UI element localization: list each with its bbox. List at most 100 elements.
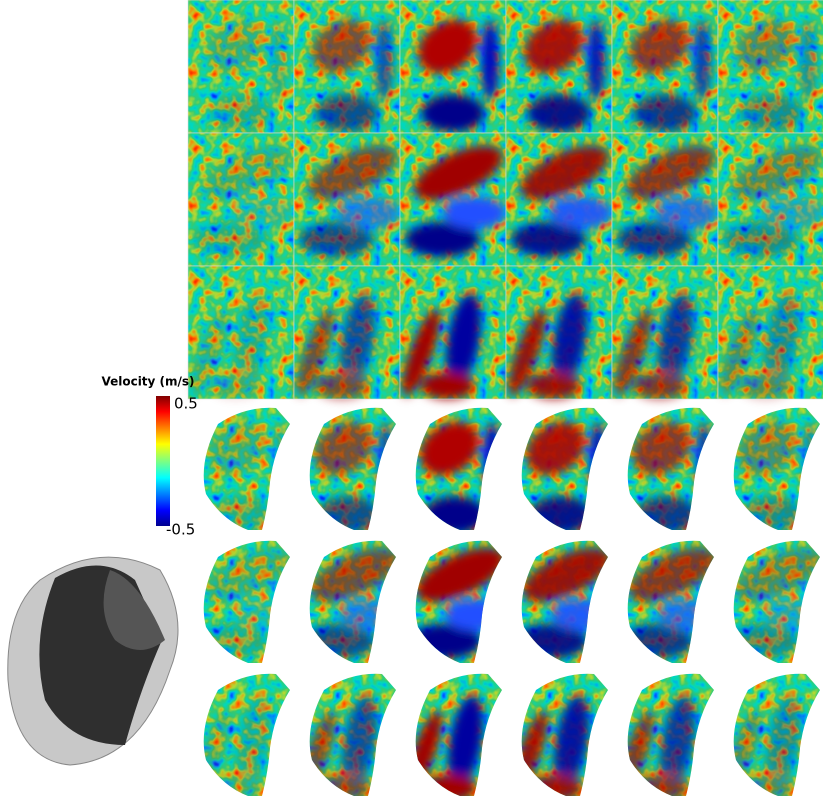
velocity-map xyxy=(611,0,719,134)
flow-blob xyxy=(203,710,230,796)
flow-blob xyxy=(230,196,294,229)
velocity-map xyxy=(733,540,820,663)
flow-blob xyxy=(527,372,581,399)
flow-blob xyxy=(548,196,612,229)
flow-blob xyxy=(193,222,268,257)
flow-blobs xyxy=(296,293,376,399)
velocity-map xyxy=(611,132,719,267)
velocity-map xyxy=(717,132,823,267)
flow-blob xyxy=(444,598,502,631)
flow-blob xyxy=(765,695,802,788)
flow-blob xyxy=(317,774,371,796)
flow-blob xyxy=(339,293,376,386)
flow-blob xyxy=(271,421,289,502)
flow-blob xyxy=(527,94,591,132)
flow-blob xyxy=(402,308,440,397)
flow-blob xyxy=(693,19,711,100)
flow-blobs xyxy=(508,293,588,399)
flow-blob xyxy=(617,222,692,257)
flow-blob xyxy=(760,196,823,229)
flow-blobs xyxy=(720,293,800,399)
flow-blob xyxy=(308,145,397,200)
flow-blob xyxy=(483,421,501,502)
colorbar-max: 0.5 xyxy=(174,395,198,413)
flow-blob xyxy=(447,695,484,788)
flow-blob xyxy=(654,196,718,229)
flow-blob xyxy=(508,308,546,397)
flow-blob xyxy=(627,710,654,796)
velocity-map xyxy=(521,673,608,796)
flow-blob xyxy=(587,19,605,100)
velocity-map xyxy=(293,265,401,400)
flow-blobs xyxy=(736,19,817,132)
flow-blob xyxy=(739,372,793,399)
velocity-map xyxy=(521,407,608,530)
flow-blob xyxy=(633,94,697,132)
flow-blob xyxy=(315,372,369,399)
velocity-map xyxy=(293,132,401,267)
flow-blob xyxy=(529,774,583,796)
colorbar: Velocity (m/s) 0.5 -0.5 xyxy=(101,375,197,539)
flow-blob xyxy=(405,222,480,257)
flow-blob xyxy=(269,19,287,100)
flow-blob xyxy=(375,19,393,100)
velocity-map xyxy=(415,407,502,530)
flow-blobs xyxy=(193,145,294,257)
flow-blob xyxy=(529,496,593,530)
flow-blob xyxy=(720,308,758,397)
flow-blob xyxy=(415,710,442,796)
velocity-map xyxy=(203,673,290,796)
flow-blob xyxy=(314,421,374,476)
colorbar-title: Velocity (m/s) xyxy=(101,375,194,389)
flow-blob xyxy=(723,222,798,257)
velocity-map xyxy=(203,540,290,663)
velocity-map xyxy=(203,407,290,530)
flow-blob xyxy=(233,293,270,386)
flow-blob xyxy=(423,496,487,530)
flow-blob xyxy=(733,710,760,796)
flow-blob xyxy=(481,19,499,100)
flow-blob xyxy=(309,710,336,796)
flow-blob xyxy=(628,547,714,602)
flow-blob xyxy=(741,774,795,796)
segmented-grid xyxy=(203,407,820,796)
velocity-map xyxy=(627,673,714,796)
flow-blobs xyxy=(733,547,820,659)
flow-blob xyxy=(211,774,265,796)
flow-blob xyxy=(209,94,273,132)
flow-blob xyxy=(421,372,475,399)
velocity-map xyxy=(187,265,295,400)
flow-blob xyxy=(734,547,820,602)
flow-blob xyxy=(799,19,817,100)
heart-model xyxy=(7,556,179,766)
flow-blobs xyxy=(614,293,694,399)
flow-blobs xyxy=(405,145,506,257)
flow-blob xyxy=(738,421,798,476)
flow-blobs xyxy=(511,145,612,257)
flow-blob xyxy=(377,421,395,502)
flow-blob xyxy=(553,695,590,788)
flow-blobs xyxy=(521,695,590,796)
flow-blobs xyxy=(309,695,378,796)
flow-blob xyxy=(421,94,485,132)
flow-blob xyxy=(739,94,803,132)
flow-blob xyxy=(511,222,586,257)
flow-blob xyxy=(589,421,607,502)
flow-blob xyxy=(657,293,694,386)
flow-blob xyxy=(420,421,480,476)
flow-blobs xyxy=(299,145,400,257)
flow-blob xyxy=(736,19,796,74)
flow-blob xyxy=(659,695,696,788)
flow-blob xyxy=(526,421,586,476)
velocity-map xyxy=(187,0,295,134)
velocity-map xyxy=(733,673,820,796)
flow-blob xyxy=(445,293,482,386)
flow-blob xyxy=(695,421,713,502)
velocity-map xyxy=(309,673,396,796)
flow-blob xyxy=(520,145,609,200)
flow-blob xyxy=(801,421,819,502)
flow-blob xyxy=(414,145,503,200)
velocity-map xyxy=(309,407,396,530)
